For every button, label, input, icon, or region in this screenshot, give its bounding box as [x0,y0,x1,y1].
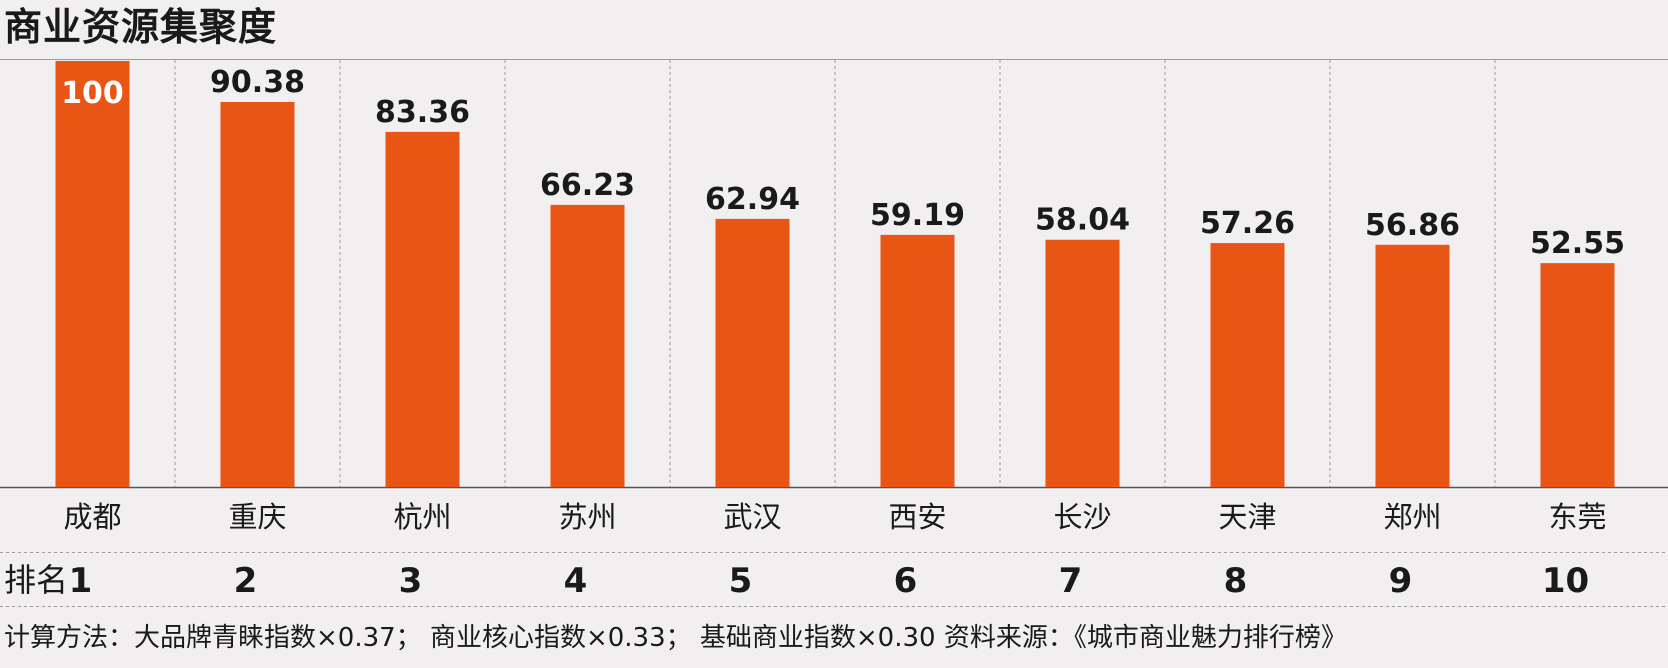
bar [220,101,295,487]
rank-number: 3 [399,561,423,601]
bar [880,234,955,487]
data-label: 90.38 [210,65,305,100]
data-label: 83.36 [375,95,470,130]
x-tick-label: 武汉 [723,500,781,534]
bar [1210,243,1285,487]
chart-title: 商业资源集聚度 [4,5,278,49]
data-label: 100 [61,76,124,111]
data-label: 58.04 [1035,203,1130,238]
x-tick-label: 长沙 [1053,500,1111,534]
rank-number: 2 [234,561,258,601]
bar [1375,244,1450,487]
rank-number: 10 [1542,561,1589,601]
footer-note: 计算方法：大品牌青睐指数×0.37； 商业核心指数×0.33； 基础商业指数×0… [4,623,1347,653]
data-label: 52.55 [1530,226,1625,261]
data-label: 59.19 [870,198,965,233]
data-label: 56.86 [1365,208,1460,243]
data-label: 57.26 [1200,206,1295,241]
bar [1045,239,1120,487]
x-tick-label: 天津 [1218,500,1276,534]
bar [385,131,460,487]
x-tick-label: 西安 [888,500,946,534]
x-tick-label: 苏州 [558,500,616,534]
rank-number: 9 [1389,561,1413,601]
x-tick-label: 东莞 [1548,500,1606,534]
data-label: 62.94 [705,182,800,217]
x-tick-label: 郑州 [1383,500,1441,534]
bar [550,204,625,487]
rank-number: 5 [729,561,753,601]
rank-label: 排名 [4,561,69,599]
bar [715,218,790,487]
x-tick-label: 成都 [63,500,121,534]
rank-number: 7 [1059,561,1083,601]
rank-number: 4 [564,561,588,601]
rank-number: 8 [1224,561,1248,601]
x-tick-label: 杭州 [393,500,451,534]
bar [1540,263,1615,487]
rank-number: 1 [69,561,93,601]
data-label: 66.23 [540,168,635,203]
x-tick-label: 重庆 [228,500,286,534]
bar [55,61,130,487]
rank-number: 6 [894,561,918,601]
